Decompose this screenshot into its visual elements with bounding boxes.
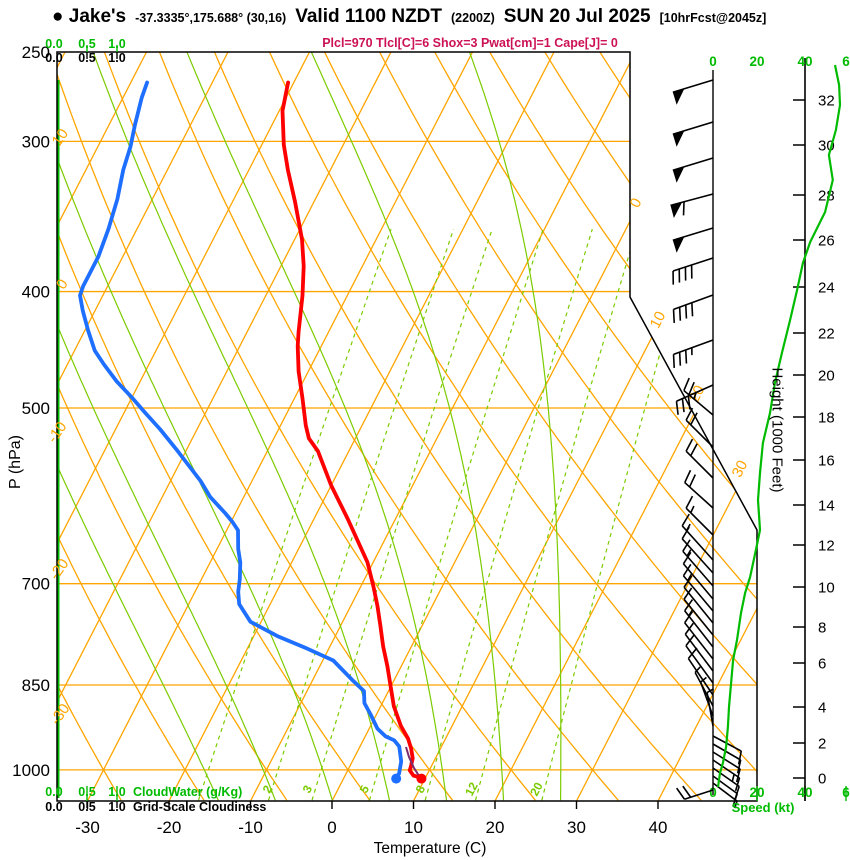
pressure-gridlines xyxy=(57,140,757,771)
bullet-icon: ● xyxy=(52,6,64,27)
svg-text:40: 40 xyxy=(797,54,812,69)
cloud-scale-top-0: 0.0 xyxy=(45,37,63,51)
svg-text:5: 5 xyxy=(357,783,373,796)
surface-temperature-dot xyxy=(416,773,427,784)
svg-text:0: 0 xyxy=(327,818,336,837)
plot-border xyxy=(56,51,758,802)
svg-text:-20: -20 xyxy=(157,818,182,837)
station-coords: -37.3335°,175.688° (30,16) xyxy=(135,11,287,25)
svg-text:8: 8 xyxy=(818,620,826,637)
svg-text:500: 500 xyxy=(22,399,50,418)
svg-text:32: 32 xyxy=(818,93,835,110)
svg-text:20: 20 xyxy=(527,780,546,799)
speed-axis-label: Speed (kt) xyxy=(731,800,795,815)
svg-text:10: 10 xyxy=(818,580,835,597)
cloudiness-scale-top-1: 1.0 xyxy=(108,51,126,65)
svg-text:250: 250 xyxy=(22,43,50,62)
svg-text:3: 3 xyxy=(300,783,316,796)
dry-adiabat-lines xyxy=(57,52,757,801)
svg-text:0: 0 xyxy=(709,54,717,69)
height-axis-label: Height (1000 Feet) xyxy=(768,367,786,493)
svg-text:-30: -30 xyxy=(75,818,100,837)
svg-text:300: 300 xyxy=(22,132,50,151)
svg-text:18: 18 xyxy=(818,410,835,427)
svg-text:8: 8 xyxy=(413,783,429,796)
svg-text:12: 12 xyxy=(818,538,835,555)
svg-text:-10: -10 xyxy=(44,419,70,447)
cloudiness-label: Grid-Scale Cloudiness xyxy=(133,800,267,814)
svg-text:1000: 1000 xyxy=(12,761,50,780)
svg-text:22: 22 xyxy=(818,326,835,343)
cloudiness-scale-top-0: 0.0 xyxy=(45,51,63,65)
forecast-info: [10hrFcst@2045z] xyxy=(659,11,767,25)
temperature-axis-label: Temperature (C) xyxy=(373,840,487,857)
cloudwater-label: CloudWater (g/Kg) xyxy=(133,785,243,799)
svg-text:14: 14 xyxy=(818,498,835,515)
svg-text:0: 0 xyxy=(53,276,72,293)
svg-text:30: 30 xyxy=(567,818,586,837)
svg-text:16: 16 xyxy=(818,453,835,470)
svg-text:20: 20 xyxy=(486,818,505,837)
svg-text:26: 26 xyxy=(818,233,835,250)
cloud-scale-bot-05: 0.5 xyxy=(78,785,96,799)
svg-text:4: 4 xyxy=(818,700,826,717)
svg-text:12: 12 xyxy=(462,780,481,799)
surface-dewpoint-dot xyxy=(391,773,402,784)
svg-text:40: 40 xyxy=(797,785,812,800)
moist-adiabat-lines xyxy=(57,52,562,801)
svg-text:20: 20 xyxy=(818,368,835,385)
svg-text:24: 24 xyxy=(818,280,835,297)
svg-text:700: 700 xyxy=(22,575,50,594)
wind-speed-curve xyxy=(716,64,842,788)
svg-text:400: 400 xyxy=(22,283,50,302)
axis-ticks xyxy=(86,45,847,809)
valid-date: SUN 20 Jul 2025 xyxy=(503,6,651,27)
svg-text:10: 10 xyxy=(404,818,423,837)
svg-text:6: 6 xyxy=(842,785,850,800)
cloud-scale-bot-1: 1.0 xyxy=(108,785,126,799)
cloud-scale-bot-0: 0.0 xyxy=(45,785,63,799)
svg-text:850: 850 xyxy=(22,676,50,695)
svg-text:30: 30 xyxy=(729,458,752,481)
svg-text:10: 10 xyxy=(647,309,670,332)
svg-text:20: 20 xyxy=(749,54,764,69)
cloud-scale-top-1: 1.0 xyxy=(108,37,126,51)
station-name: Jake's xyxy=(68,6,127,27)
svg-text:-30: -30 xyxy=(47,701,73,729)
wind-barbs xyxy=(670,79,743,809)
station-title: ● Jake's xyxy=(52,6,126,28)
svg-text:10: 10 xyxy=(49,126,72,149)
svg-text:6: 6 xyxy=(842,54,850,69)
svg-text:6: 6 xyxy=(818,656,826,673)
cloudiness-scale-bot-1: 1.0 xyxy=(108,800,126,814)
dewpoint-curve xyxy=(78,80,404,780)
cloudiness-scale-top-05: 0.5 xyxy=(78,51,96,65)
svg-text:40: 40 xyxy=(649,818,668,837)
pressure-axis-label: P (hPa) xyxy=(7,435,24,489)
parcel-trace xyxy=(405,746,422,780)
svg-text:28: 28 xyxy=(818,188,835,205)
cloudiness-scale-bot-05: 0.5 xyxy=(78,800,96,814)
sounding-params: Plcl=970 Tlcl[C]=6 Shox=3 Pwat[cm]=1 Cap… xyxy=(322,36,618,50)
cloud-scale-top-05: 0.5 xyxy=(78,37,96,51)
title-bar: ● Jake's -37.3335°,175.688° (30,16) Vali… xyxy=(52,6,766,28)
svg-text:0: 0 xyxy=(818,771,826,788)
svg-text:-10: -10 xyxy=(238,818,263,837)
valid-zulu: (2200Z) xyxy=(451,11,495,25)
temperature-curve xyxy=(280,80,424,780)
svg-text:20: 20 xyxy=(749,785,764,800)
svg-text:2: 2 xyxy=(818,736,826,753)
valid-time: Valid 1100 NZDT xyxy=(295,6,443,27)
cloudiness-scale-bot-0: 0.0 xyxy=(45,800,63,814)
